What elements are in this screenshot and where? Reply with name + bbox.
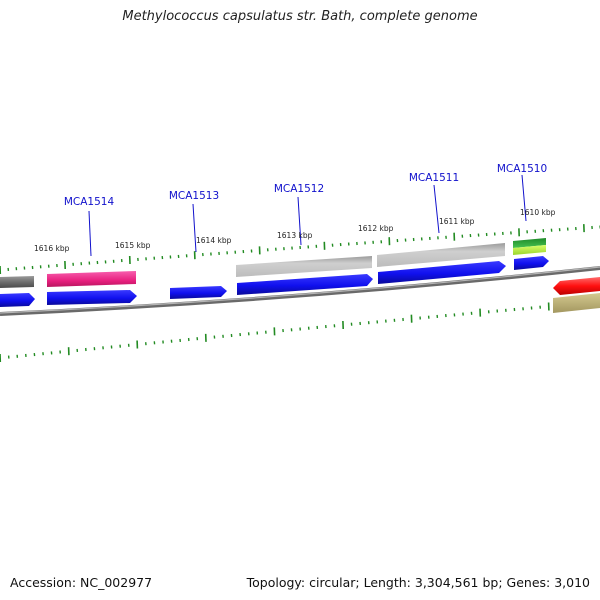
cds-feature-left-edge[interactable] [0, 293, 35, 307]
cds-feature-MCA1513[interactable] [170, 286, 227, 299]
position-label-1616-kbp: 1616 kbp [34, 244, 70, 253]
gene-label-MCA1514[interactable]: MCA1514 [64, 196, 115, 208]
gene-feature-MCA1510-rna-lower[interactable] [513, 245, 546, 255]
gene-feature-MCA1514[interactable] [47, 271, 136, 287]
gene-feature-MCA1510-rna[interactable] [513, 238, 546, 248]
cds-feature-MCA1512[interactable] [237, 274, 373, 295]
cds-track [0, 256, 600, 307]
position-label-1613-kbp: 1613 kbp [277, 231, 313, 240]
gene-feature-MCA1512[interactable] [236, 256, 372, 277]
gene-label-MCA1513[interactable]: MCA1513 [169, 190, 219, 202]
cds-feature-MCA1514[interactable] [47, 290, 137, 305]
cds-feature-red-reverse[interactable] [553, 277, 600, 295]
position-label-1612-kbp: 1612 kbp [358, 224, 394, 233]
genome-title: Methylococcus capsulatus str. Bath, comp… [122, 9, 478, 24]
genome-backbone-highlight [0, 266, 600, 314]
cds-feature-MCA1510[interactable] [514, 256, 549, 270]
gene-feature-olive[interactable] [553, 293, 600, 313]
label-leaders [88, 174, 527, 257]
gene-track [0, 238, 600, 313]
gene-feature-MCA1511[interactable] [377, 243, 505, 267]
gene-label-MCA1511[interactable]: MCA1511 [409, 172, 459, 184]
position-label-1611-kbp: 1611 kbp [439, 217, 475, 226]
gene-feature-dark[interactable] [0, 276, 34, 288]
position-label-1614-kbp: 1614 kbp [196, 236, 232, 245]
position-label-1615-kbp: 1615 kbp [115, 241, 151, 250]
accession-text: Accession: NC_002977 [10, 575, 153, 590]
outer-scale-ticks [0, 224, 600, 275]
position-label-1610-kbp: 1610 kbp [520, 208, 556, 217]
gene-label-MCA1510[interactable]: MCA1510 [497, 163, 547, 175]
gene-label-MCA1512[interactable]: MCA1512 [274, 183, 324, 195]
genome-backbone [0, 266, 600, 316]
genome-summary-text: Topology: circular; Length: 3,304,561 bp… [246, 575, 590, 590]
cds-feature-MCA1511[interactable] [378, 261, 506, 284]
